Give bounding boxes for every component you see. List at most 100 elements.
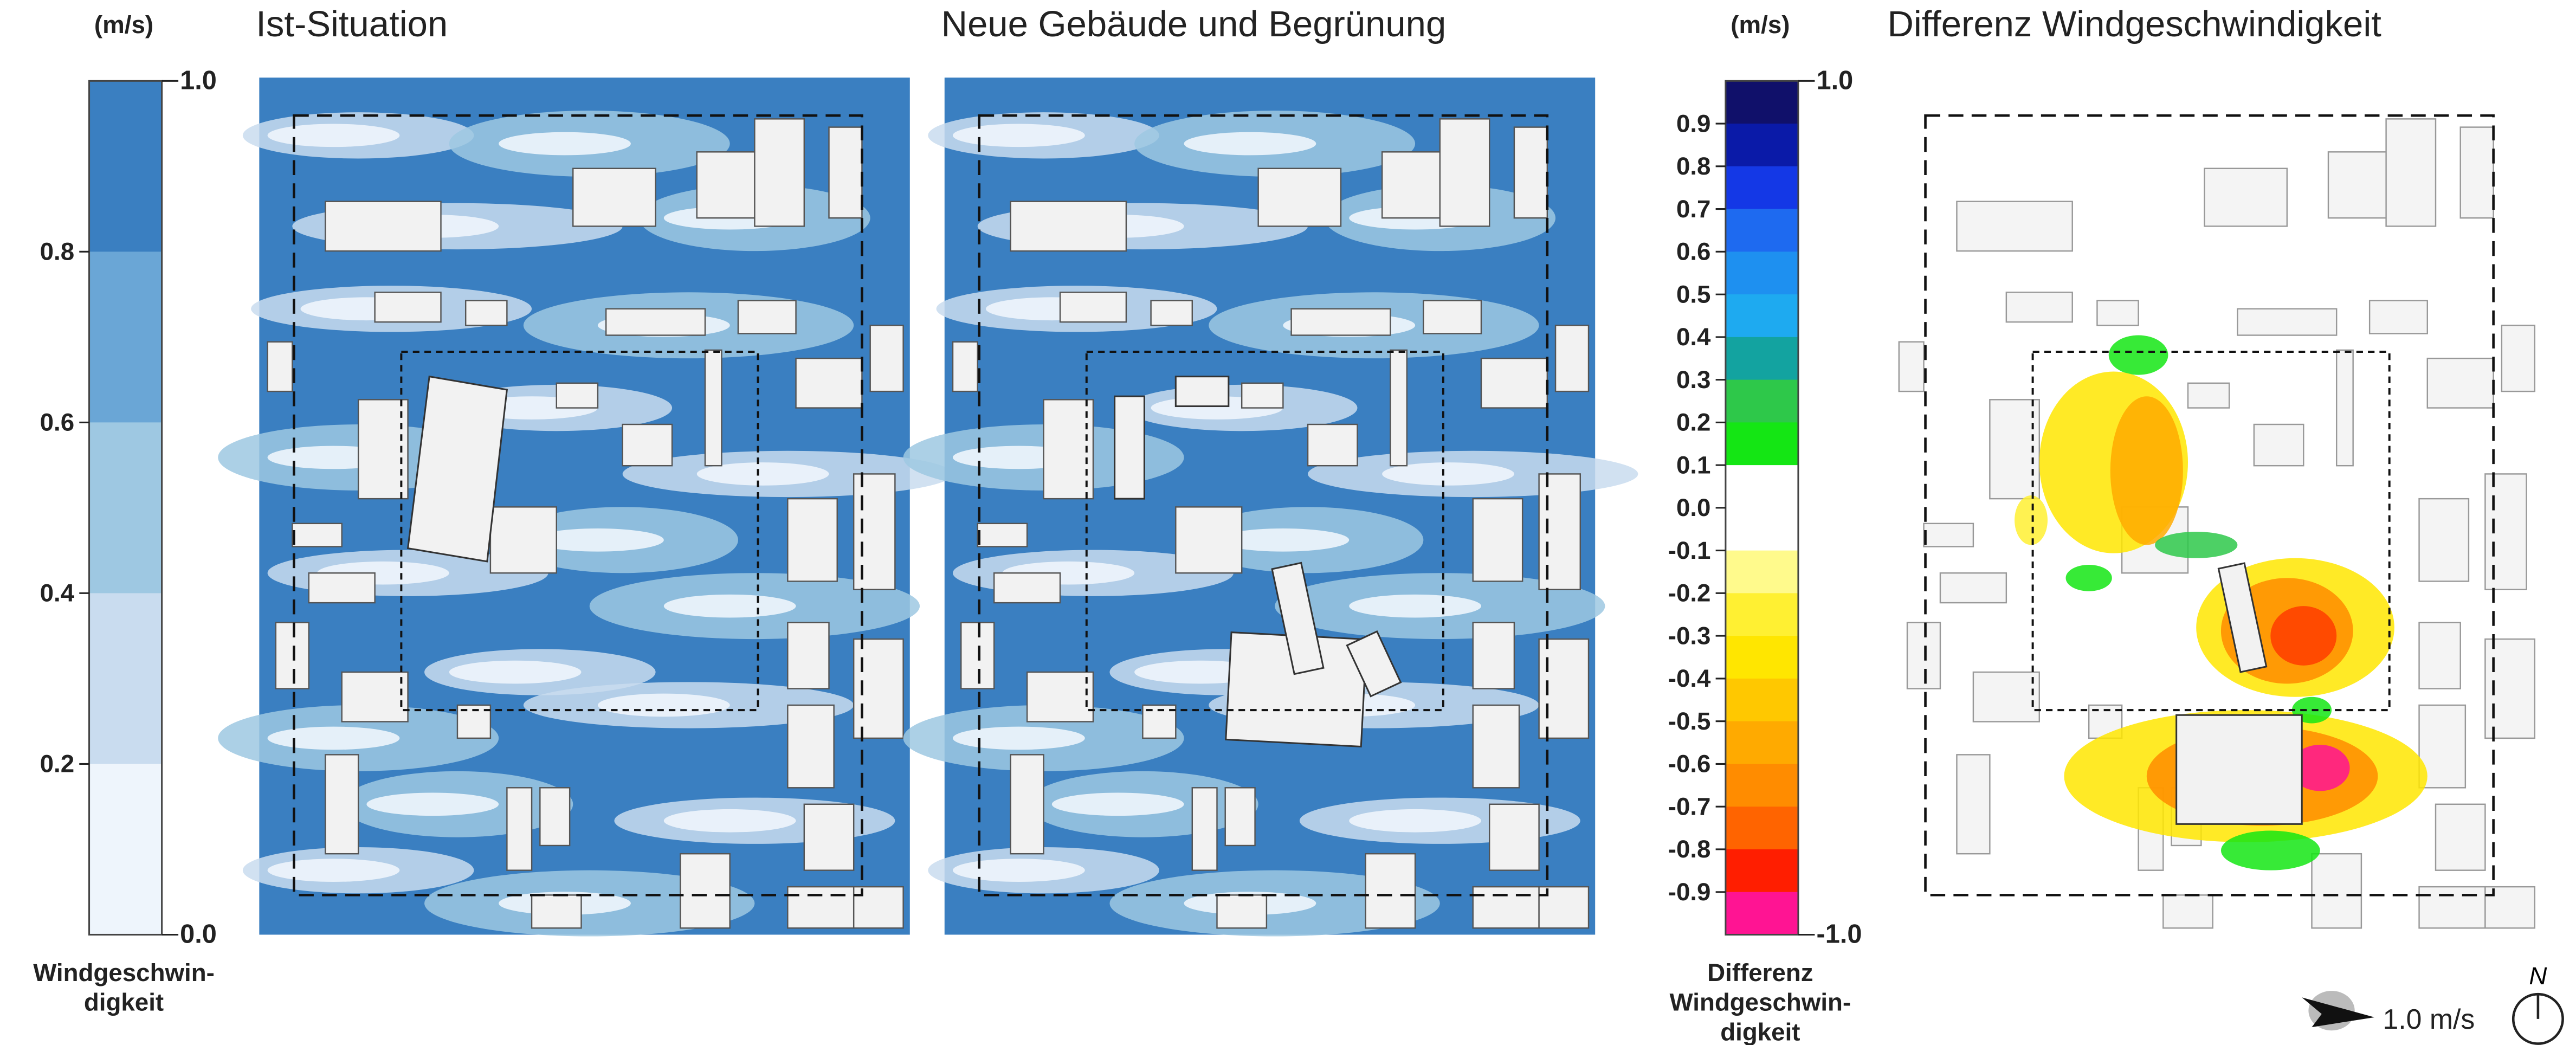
building (1489, 804, 1539, 870)
building (1440, 119, 1489, 226)
legend-tick-label: -1.0 (1816, 920, 1862, 949)
building (466, 301, 507, 326)
building (1060, 292, 1126, 322)
legend-caption: digkeit (1720, 1018, 1800, 1045)
legend-tick-label: 0.8 (40, 238, 75, 266)
legend-bin (1726, 892, 1798, 936)
building (2097, 301, 2138, 326)
legend-tick-label: -0.5 (1668, 707, 1711, 735)
legend-tick-label: 0.5 (1676, 280, 1711, 308)
building (787, 623, 829, 689)
building (375, 292, 441, 322)
building (1555, 325, 1589, 391)
difference-area (2109, 335, 2168, 375)
legend-bin (89, 593, 162, 764)
building (1539, 474, 1580, 589)
building (2370, 301, 2427, 334)
legend-bin (1726, 294, 1798, 338)
wind-streak (953, 727, 1085, 750)
panel-title: Differenz Windgeschwindigkeit (1887, 4, 2381, 44)
figure: Ist-Situation Neue Gebäude und Begrünung… (0, 0, 2576, 1045)
legend-bin (1726, 81, 1798, 124)
legend-bin (1726, 251, 1798, 295)
legend-tick-label: -0.9 (1668, 878, 1711, 906)
building (2419, 887, 2485, 928)
building (994, 573, 1060, 603)
legend-bin (1726, 166, 1798, 210)
building (2427, 358, 2494, 408)
building (787, 705, 834, 788)
legend-tick-label: 0.2 (40, 750, 75, 778)
building (342, 672, 408, 721)
legend-caption: Differenz (1707, 959, 1813, 986)
building (1473, 623, 1514, 689)
legend-caption: digkeit (84, 989, 164, 1016)
wind-streak (268, 124, 400, 147)
wind-streak (953, 124, 1085, 147)
building (1151, 301, 1192, 326)
legend-bin (1726, 679, 1798, 722)
legend-tick-label: 0.9 (1676, 109, 1711, 137)
building (2312, 854, 2361, 928)
building (540, 788, 570, 846)
legend-bin (1726, 764, 1798, 807)
building (1957, 202, 2072, 251)
legend-bin (1726, 508, 1798, 551)
building (1423, 301, 1481, 334)
legend-tick-label: -0.1 (1668, 537, 1711, 564)
building (2006, 292, 2073, 322)
wind-streak (499, 132, 631, 156)
building (557, 383, 598, 408)
legend-tick-label: 0.4 (40, 579, 75, 607)
building (1011, 202, 1126, 251)
building (1957, 754, 1990, 854)
wind-map (903, 78, 1638, 936)
legend-tick-label: 0.7 (1676, 195, 1711, 223)
legend-bin (89, 81, 162, 252)
legend-bin (1726, 849, 1798, 893)
building (2419, 623, 2461, 689)
building (829, 127, 862, 218)
building (276, 623, 309, 689)
legend-caption: Windgeschwin- (1670, 989, 1851, 1016)
wind-streak (268, 727, 400, 750)
legend-tick-label: -0.6 (1668, 750, 1711, 778)
legend-tick-label: -0.7 (1668, 792, 1711, 820)
wind-streak (449, 661, 582, 684)
building (325, 754, 358, 854)
wind-map (1891, 78, 2541, 934)
building (2188, 383, 2229, 408)
building (1924, 524, 1973, 547)
building (2254, 424, 2303, 466)
building (1907, 623, 1940, 689)
difference-area (2155, 532, 2237, 558)
building (2485, 474, 2526, 589)
building (870, 325, 903, 391)
building (573, 169, 655, 227)
building (738, 301, 796, 334)
building (1258, 169, 1341, 227)
scale-label: 1.0 m/s (2383, 1003, 2475, 1035)
building (1940, 573, 2006, 603)
legend-tick-label: 0.2 (1676, 409, 1711, 436)
building (953, 342, 978, 391)
legend-bin (89, 764, 162, 935)
legend-tick-label: 0.6 (1676, 238, 1711, 266)
legend-tick-label: -0.2 (1668, 579, 1711, 607)
building (804, 804, 854, 870)
legend-tick-label: 0.4 (1676, 323, 1711, 351)
difference-area (2066, 565, 2112, 591)
building (532, 895, 581, 928)
building (1176, 507, 1242, 573)
legend-bin (1726, 721, 1798, 765)
legend-unit: (m/s) (1731, 11, 1790, 38)
building (1217, 895, 1266, 928)
legend-tick-label: 0.0 (180, 920, 217, 949)
building (754, 119, 804, 226)
legend-tick-label: -0.4 (1668, 665, 1711, 692)
scale-arrow (2302, 991, 2374, 1030)
difference-area (2221, 831, 2320, 870)
building (1242, 383, 1283, 408)
difference-area (2270, 606, 2336, 666)
legend-tick-label: 0.3 (1676, 366, 1711, 394)
